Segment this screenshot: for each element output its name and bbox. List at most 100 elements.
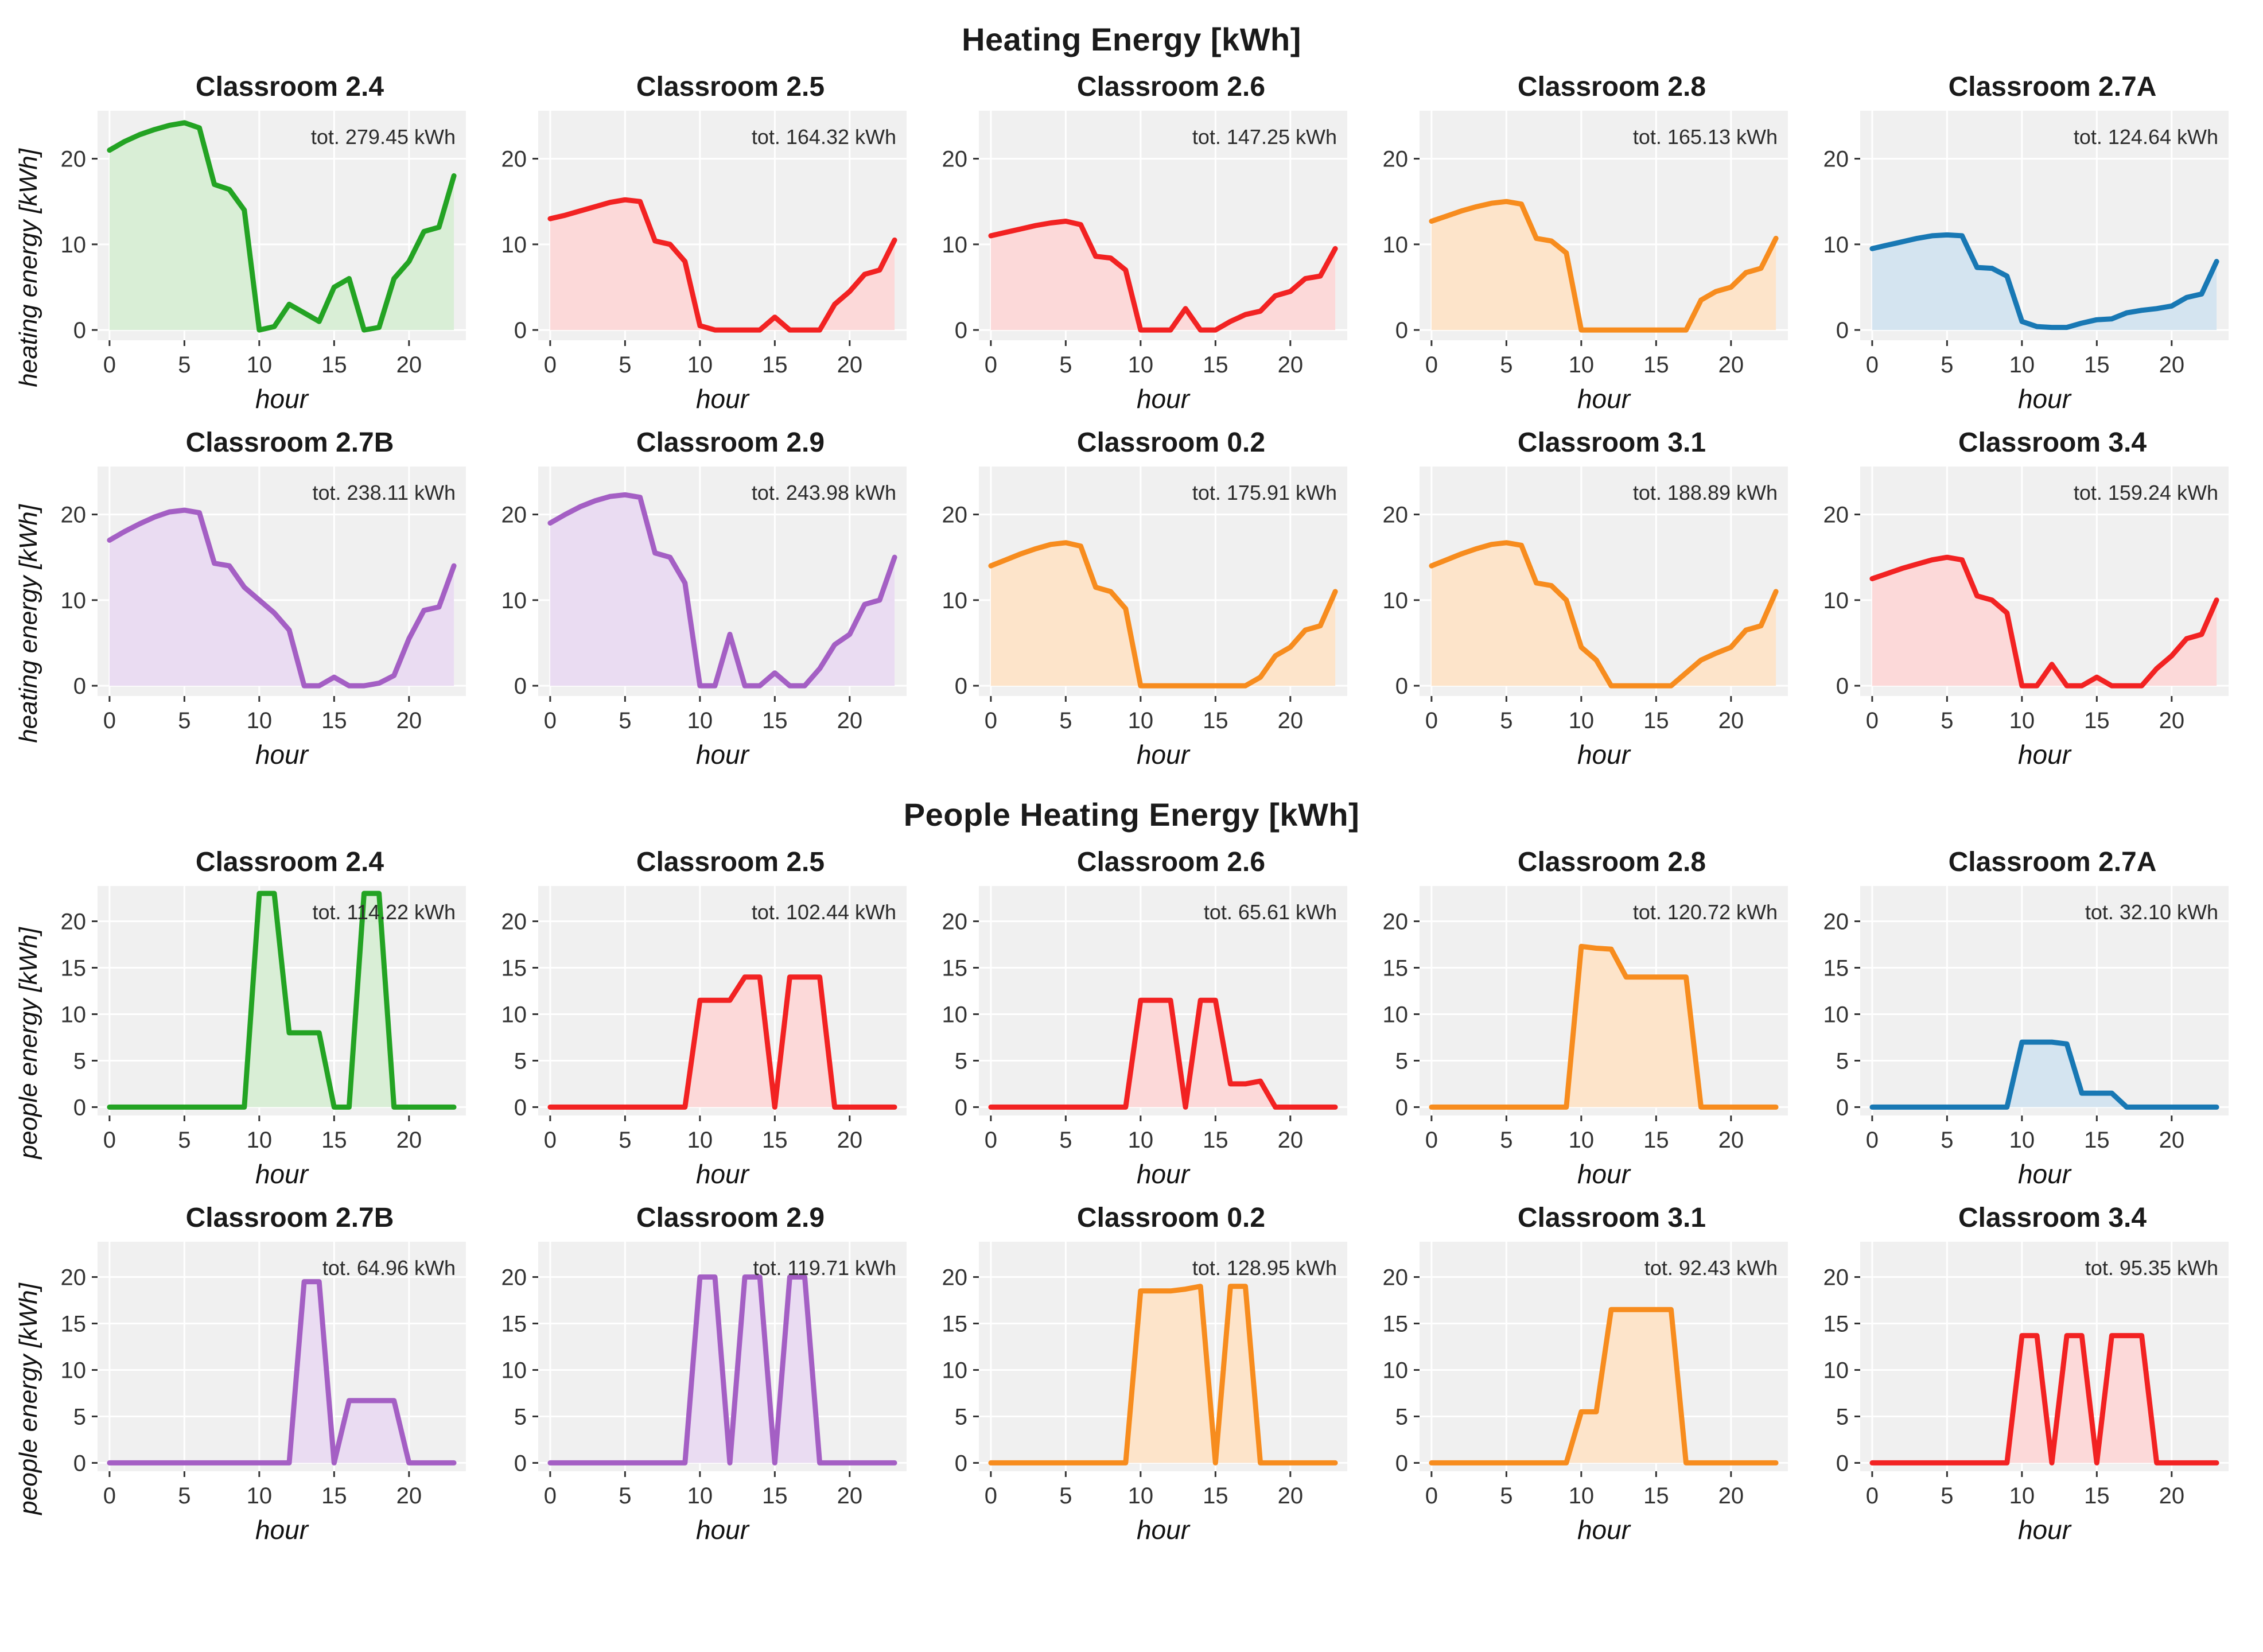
x-tick-label: 15 [321, 1483, 347, 1509]
y-tick-label: 5 [73, 1404, 86, 1429]
x-tick-label: 5 [1500, 1128, 1512, 1153]
area-fill [990, 1000, 1336, 1107]
x-tick-label: 0 [985, 1128, 997, 1153]
x-axis-label: hour [1137, 740, 1191, 769]
x-tick-label: 10 [687, 708, 713, 733]
x-axis-label: hour [696, 1159, 750, 1189]
x-tick-label: 15 [1203, 1128, 1228, 1153]
y-axis-label: people energy [kWh] [14, 1283, 42, 1515]
y-tick-label: 5 [1836, 1404, 1849, 1429]
y-axis-label-wrap: people energy [kWh] [8, 845, 49, 1190]
section-heating: Heating Energy [kWh] heating energy [kWh… [8, 6, 2255, 771]
y-tick-label: 10 [61, 588, 87, 613]
y-tick-label: 20 [1823, 503, 1849, 528]
total-annotation: tot. 147.25 kWh [1192, 125, 1337, 149]
y-tick-label: 15 [942, 956, 968, 981]
chart-cell: Classroom 0.2 tot. 128.95 kWh 0 5 10 15 20 0 5 10… [931, 1200, 1371, 1546]
energy-line [107, 507, 457, 689]
y-tick-label: 15 [61, 956, 87, 981]
x-tick-label: 5 [178, 1128, 190, 1153]
y-tick-label: 0 [1395, 318, 1408, 343]
people-charts-grid: people energy [kWh] Classroom 2.4 tot. 114… [8, 845, 2255, 1546]
x-tick-label: 0 [985, 708, 997, 733]
chart-title: Classroom 2.7A [1948, 847, 2157, 877]
y-tick-label: 5 [955, 1404, 967, 1429]
chart-plot: tot. 65.61 kWh 0 5 10 15 20 0 5 10 15 20 hour [942, 886, 1347, 1189]
area-fill [1431, 201, 1776, 331]
x-tick-label: 20 [2159, 708, 2185, 733]
total-annotation: tot. 102.44 kWh [752, 900, 896, 924]
y-tick-label: 20 [501, 147, 527, 172]
total-annotation: tot. 243.98 kWh [752, 481, 896, 504]
area-fill [1872, 1042, 2217, 1107]
x-axis-label: hour [2018, 1159, 2072, 1189]
chart-plot: tot. 279.45 kWh 0 5 10 15 20 0 10 20 hour [61, 111, 466, 414]
total-annotation: tot. 95.35 kWh [2085, 1256, 2218, 1280]
energy-line [988, 1284, 1338, 1466]
chart-plot: tot. 114.22 kWh 0 5 10 15 20 0 5 10 15 20 hour [61, 886, 466, 1189]
x-tick-label: 20 [1278, 1483, 1304, 1509]
total-annotation: tot. 120.72 kWh [1633, 900, 1778, 924]
x-tick-label: 20 [396, 1483, 422, 1509]
x-tick-label: 20 [837, 1128, 863, 1153]
x-tick-label: 10 [1128, 352, 1154, 378]
y-tick-label: 20 [942, 147, 968, 172]
chart-title: Classroom 2.7B [185, 1203, 394, 1233]
x-axis-label: hour [2018, 384, 2072, 414]
chart-title: Classroom 2.4 [195, 847, 384, 877]
y-tick-label: 15 [1383, 1312, 1409, 1337]
total-annotation: tot. 65.61 kWh [1204, 900, 1337, 924]
x-tick-label: 0 [103, 352, 116, 378]
energy-line [1429, 199, 1779, 333]
y-tick-label: 0 [955, 1095, 967, 1120]
chart-cell: Classroom 2.7B tot. 238.11 kWh 0 5 10 15 20 0 10… [49, 425, 490, 771]
chart-cell: Classroom 2.5 tot. 102.44 kWh 0 5 10 15 20 0 5 10… [490, 845, 931, 1190]
energy-line [988, 540, 1338, 689]
x-tick-label: 10 [1569, 708, 1595, 733]
energy-line [988, 997, 1338, 1110]
chart-plot: tot. 165.13 kWh 0 5 10 15 20 0 10 20 hour [1383, 111, 1788, 414]
y-tick-label: 20 [1383, 909, 1409, 935]
energy-line [547, 1274, 897, 1466]
y-tick-label: 10 [61, 232, 87, 258]
x-tick-label: 5 [619, 1128, 631, 1153]
x-tick-label: 10 [1569, 352, 1595, 378]
total-annotation: tot. 175.91 kWh [1192, 481, 1337, 504]
x-tick-label: 15 [1203, 708, 1228, 733]
x-axis-label: hour [1137, 1159, 1191, 1189]
chart-row: people energy [kWh] Classroom 2.7B tot. 64… [8, 1200, 2255, 1546]
x-tick-label: 5 [178, 708, 190, 733]
area-fill [1431, 542, 1776, 686]
area-fill [550, 200, 895, 331]
y-tick-label: 0 [514, 674, 527, 699]
x-axis-label: hour [696, 740, 750, 769]
area-fill [1431, 946, 1776, 1107]
x-tick-label: 20 [1718, 1128, 1744, 1153]
area-fill [1872, 235, 2217, 331]
chart-title: Classroom 2.7A [1948, 72, 2157, 102]
y-tick-label: 15 [501, 1312, 527, 1337]
chart-title: Classroom 2.4 [195, 72, 384, 102]
x-tick-label: 15 [1643, 352, 1669, 378]
x-tick-label: 10 [247, 352, 273, 378]
chart-plot: tot. 128.95 kWh 0 5 10 15 20 0 5 10 15 20 hour [942, 1242, 1347, 1545]
x-tick-label: 15 [321, 708, 347, 733]
section-title-people-heating: People Heating Energy [kWh] [903, 796, 1360, 833]
y-tick-label: 0 [514, 1095, 527, 1120]
x-axis-label: hour [255, 740, 309, 769]
chart-plot: tot. 120.72 kWh 0 5 10 15 20 0 5 10 15 20 hour [1383, 886, 1788, 1189]
y-tick-label: 10 [61, 1002, 87, 1027]
y-tick-label: 20 [1823, 1265, 1849, 1290]
y-tick-label: 20 [61, 1265, 87, 1290]
x-tick-label: 0 [544, 1128, 557, 1153]
heating-charts-grid: heating energy [kWh] Classroom 2.4 tot. 27… [8, 69, 2255, 771]
y-tick-label: 10 [942, 588, 968, 613]
chart-cell: Classroom 2.8 tot. 120.72 kWh 0 5 10 15 20 0 5 10… [1371, 845, 1812, 1190]
y-tick-label: 20 [61, 909, 87, 935]
chart-plot: tot. 64.96 kWh 0 5 10 15 20 0 5 10 15 20 hour [61, 1242, 466, 1545]
y-tick-label: 0 [514, 318, 527, 343]
chart-cell: Classroom 2.7B tot. 64.96 kWh 0 5 10 15 20 0 5 10… [49, 1200, 490, 1546]
chart-title: Classroom 3.1 [1517, 427, 1706, 458]
x-tick-label: 0 [1425, 708, 1438, 733]
x-tick-label: 5 [178, 1483, 190, 1509]
